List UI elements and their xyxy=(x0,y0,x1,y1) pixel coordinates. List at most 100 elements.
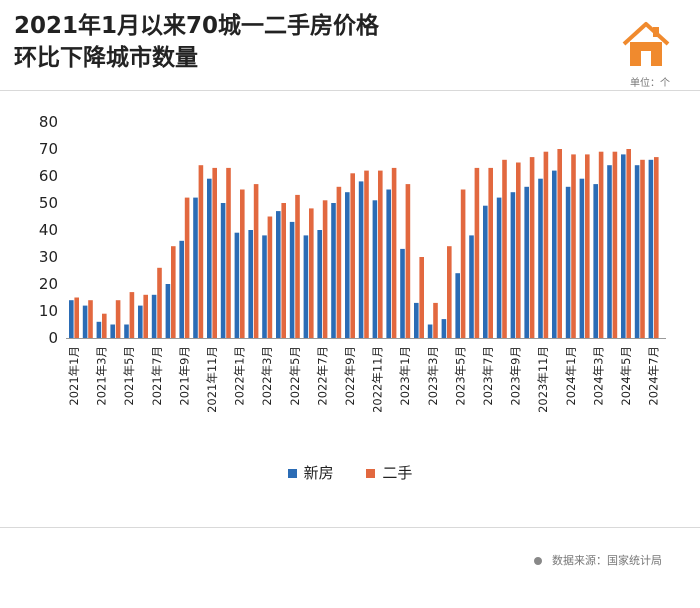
bar-second xyxy=(447,246,452,338)
bar-second xyxy=(419,257,424,338)
bar-new xyxy=(634,165,640,338)
bar-new xyxy=(593,184,598,338)
x-tick-label: 2024年5月 xyxy=(619,346,633,406)
x-tick-label: 2021年9月 xyxy=(177,346,191,406)
bar-second xyxy=(488,167,493,338)
x-tick-label: 2023年7月 xyxy=(481,346,495,406)
bar-second xyxy=(309,208,314,338)
source-note: 数据来源：国家统计局 xyxy=(534,552,662,568)
y-tick-label: 70 xyxy=(39,140,58,158)
bar-second xyxy=(654,157,659,338)
bar-second xyxy=(102,313,107,338)
x-tick-label: 2021年5月 xyxy=(122,346,136,406)
bar-new xyxy=(248,230,253,338)
bar-second xyxy=(557,149,562,338)
bar-second xyxy=(405,184,411,338)
bar-second xyxy=(88,300,93,338)
bar-new xyxy=(441,319,447,338)
bar-new xyxy=(234,232,240,338)
bar-new xyxy=(193,197,198,338)
bar-second xyxy=(74,297,79,338)
bar-new xyxy=(552,170,557,338)
bar-second xyxy=(198,165,204,338)
bar-new xyxy=(579,178,585,338)
x-tick-label: 2023年1月 xyxy=(398,346,412,406)
bar-second xyxy=(640,159,645,338)
y-tick-label: 20 xyxy=(39,275,58,293)
bar-second xyxy=(502,159,507,338)
bar-new xyxy=(345,192,350,338)
bar-second xyxy=(571,154,576,338)
bar-chart: 0 10 20 30 40 50 60 70 80 2021年1月 2021年3月 2021年5月 20… xyxy=(39,113,666,413)
bar-new xyxy=(648,159,654,338)
x-tick-label: 2021年7月 xyxy=(150,346,164,406)
bar-second xyxy=(171,246,176,338)
bar-second xyxy=(281,203,286,338)
x-tick-label: 2022年3月 xyxy=(260,346,274,406)
bar-second xyxy=(267,216,273,338)
x-tick-label: 2023年5月 xyxy=(453,346,467,406)
bar-new xyxy=(496,197,502,338)
house-icon xyxy=(622,22,670,66)
x-tick-label: 2021年3月 xyxy=(95,346,109,406)
legend-item-second: 二手 xyxy=(366,462,412,483)
x-tick-label: 2022年9月 xyxy=(343,346,357,406)
bar-second xyxy=(350,173,355,338)
bar-second xyxy=(378,170,383,338)
y-tick-label: 0 xyxy=(48,329,58,347)
y-tick-label: 10 xyxy=(39,302,58,320)
bar-new xyxy=(276,211,281,338)
unit-label: 单位：个 xyxy=(630,78,670,89)
bar-second xyxy=(626,149,631,338)
y-tick-label: 40 xyxy=(39,221,58,239)
bar-new xyxy=(538,178,543,338)
title-line-1: 2021年1月以来70城一二手房价格 xyxy=(14,13,380,39)
source-text: 数据来源：国家统计局 xyxy=(552,554,662,567)
y-tick-label: 50 xyxy=(39,194,58,212)
bar-second xyxy=(226,167,231,338)
bar-second xyxy=(129,292,135,338)
bar-new xyxy=(483,205,488,338)
bar-new xyxy=(124,324,129,338)
y-tick-label: 30 xyxy=(39,248,58,266)
legend-swatch-second xyxy=(366,469,376,478)
bar-second xyxy=(295,194,300,338)
bar-new xyxy=(179,240,184,338)
bar-new xyxy=(400,248,405,338)
legend: 新房 二手 xyxy=(0,462,700,483)
bar-new xyxy=(96,321,102,338)
bar-second xyxy=(598,151,604,338)
bar-new xyxy=(303,235,309,338)
bar-second xyxy=(585,154,590,338)
bar-new xyxy=(469,235,474,338)
bar-new xyxy=(69,300,74,338)
x-tick-label: 2023年3月 xyxy=(426,346,440,406)
bar-new xyxy=(331,203,336,338)
y-tick-label: 80 xyxy=(39,113,58,131)
bar-new xyxy=(427,324,433,338)
x-tick-label: 2022年1月 xyxy=(233,346,247,406)
bar-new xyxy=(289,221,295,338)
bar-new xyxy=(110,324,115,338)
bar-new xyxy=(621,154,626,338)
bottom-divider xyxy=(0,527,700,528)
bar-second xyxy=(543,151,549,338)
bar-new xyxy=(372,200,378,338)
x-tick-label: 2022年5月 xyxy=(288,346,302,406)
bar-second xyxy=(253,184,259,338)
bar-new xyxy=(317,230,322,338)
bar-new xyxy=(386,189,391,338)
bar-second xyxy=(529,157,535,338)
bar-second xyxy=(322,200,328,338)
bar-new xyxy=(524,186,529,338)
bar-second xyxy=(612,151,618,338)
x-tick-label: 2023年9月 xyxy=(509,346,523,406)
x-tick-label: 2024年3月 xyxy=(591,346,605,406)
bar-new xyxy=(220,203,226,338)
bar-new xyxy=(151,294,157,338)
bar-new xyxy=(262,235,267,338)
bar-second xyxy=(240,189,245,338)
bar-new xyxy=(207,178,212,338)
chart-title: 2021年1月以来70城一二手房价格 环比下降城市数量 xyxy=(14,10,379,74)
bar-new xyxy=(165,284,171,338)
